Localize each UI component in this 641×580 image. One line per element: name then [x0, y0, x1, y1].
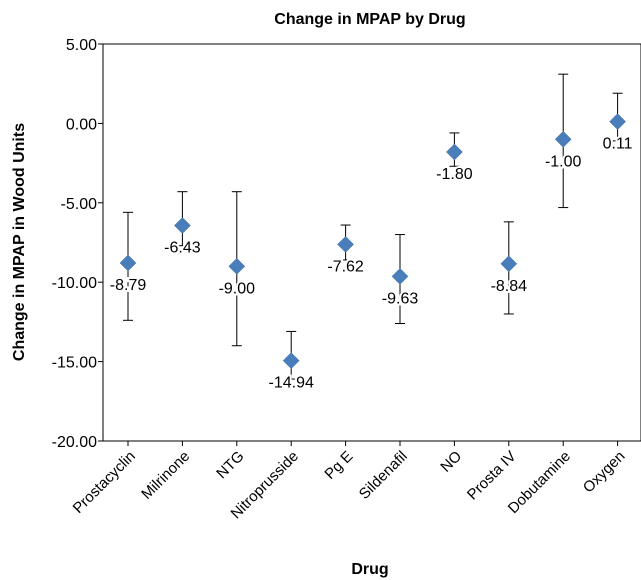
data-point-marker — [228, 257, 246, 275]
data-value-label: -14.94 — [269, 375, 314, 392]
data-value-label: -9.63 — [382, 290, 419, 307]
y-tick-label: -10.00 — [52, 275, 97, 292]
y-tick-label: -20.00 — [52, 434, 97, 451]
data-value-label: -8.84 — [491, 278, 528, 295]
data-value-labels: -8.79 -6.43 -9.00 -14.94 -7.62 -9.63 -1.80 -8.8… — [108, 134, 635, 394]
y-tick-label: -15.00 — [52, 355, 97, 372]
data-value-label: -1.80 — [436, 166, 473, 183]
x-axis-label: Drug — [351, 561, 388, 578]
plot-area-frame — [102, 43, 641, 442]
error-bars — [123, 73, 623, 380]
y-tick-label: 5.00 — [66, 37, 97, 54]
data-value-label: -7.62 — [327, 258, 364, 275]
x-tick-label: Pg E — [321, 448, 356, 483]
chart-title: Change in MPAP by Drug — [274, 11, 465, 28]
data-value-label: -8.79 — [110, 277, 147, 294]
data-point-marker — [391, 267, 409, 285]
data-value-label: -6.43 — [164, 240, 201, 257]
x-tick-label: Prosta IV — [464, 448, 520, 504]
data-point-marker — [500, 255, 518, 273]
data-point-marker — [609, 113, 626, 131]
data-point-marker — [174, 217, 191, 234]
x-tick-label: Milrinone — [138, 448, 193, 503]
data-point-marker — [554, 130, 572, 148]
data-point-marker — [337, 236, 354, 253]
data-markers — [119, 113, 626, 370]
x-tick-label: NO — [437, 448, 465, 476]
data-point-marker — [119, 254, 137, 272]
data-value-label: 0.11 — [603, 136, 633, 153]
x-tick-label: NTG — [213, 448, 247, 482]
data-point-marker — [446, 143, 463, 161]
y-tick-label: -5.00 — [61, 196, 98, 213]
data-point-marker — [282, 352, 300, 370]
x-tick-label: Prostacyclin — [70, 448, 139, 517]
data-value-label: -9.00 — [219, 280, 256, 297]
data-value-label: -1.00 — [545, 153, 582, 170]
y-axis-label: Change in MPAP in Wood Units — [11, 123, 28, 361]
x-tick-label: Oxygen — [580, 448, 629, 497]
x-tick-label: Sildenafil — [356, 448, 411, 503]
y-axis-ticks: 5.00 0.00 -5.00 -10.00 -15.00 -20.00 — [52, 37, 103, 451]
y-tick-label: 0.00 — [66, 116, 97, 133]
